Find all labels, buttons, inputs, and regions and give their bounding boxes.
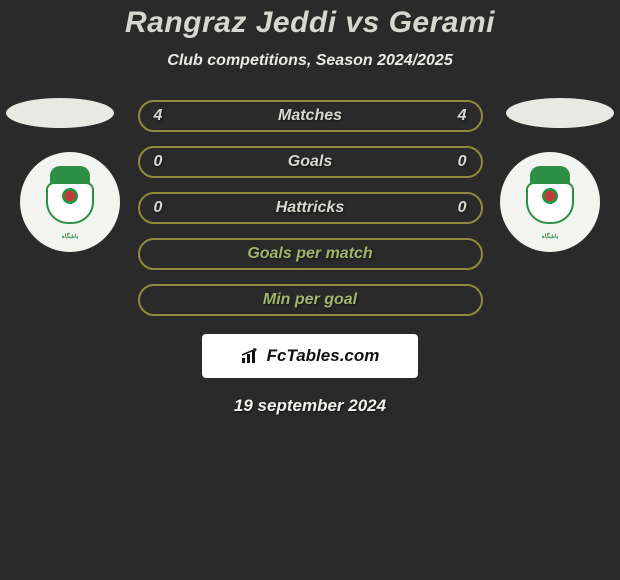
stat-row-matches: 4 Matches 4 xyxy=(138,100,483,132)
comparison-widget: Rangraz Jeddi vs Gerami Club competition… xyxy=(0,0,620,416)
stat-row-goals-per-match: Goals per match xyxy=(138,238,483,270)
stat-rows: 4 Matches 4 0 Goals 0 0 Hattricks 0 Goal… xyxy=(138,100,483,316)
player-photo-right xyxy=(506,98,614,128)
page-subtitle: Club competitions, Season 2024/2025 xyxy=(167,52,452,70)
club-badge-right: باشگاه xyxy=(500,152,600,252)
stats-area: باشگاه باشگاه 4 Matches 4 0 Goals 0 xyxy=(0,100,620,316)
bar-chart-icon xyxy=(241,348,261,364)
update-date: 19 september 2024 xyxy=(234,396,386,416)
stat-label: Hattricks xyxy=(172,199,449,217)
stat-left-value: 0 xyxy=(154,153,172,171)
page-title: Rangraz Jeddi vs Gerami xyxy=(125,6,495,40)
stat-label: Goals xyxy=(172,153,449,171)
stat-row-goals: 0 Goals 0 xyxy=(138,146,483,178)
brand-link[interactable]: FcTables.com xyxy=(202,334,418,378)
stat-right-value: 0 xyxy=(449,153,467,171)
stat-label: Matches xyxy=(172,107,449,125)
player-photo-left xyxy=(6,98,114,128)
stat-row-hattricks: 0 Hattricks 0 xyxy=(138,192,483,224)
stat-label: Goals per match xyxy=(172,245,449,263)
club-badge-left: باشگاه xyxy=(20,152,120,252)
stat-left-value: 0 xyxy=(154,199,172,217)
stat-right-value: 4 xyxy=(449,107,467,125)
stat-label: Min per goal xyxy=(172,291,449,309)
brand-name: FcTables.com xyxy=(267,346,380,366)
stat-left-value: 4 xyxy=(154,107,172,125)
stat-right-value: 0 xyxy=(449,199,467,217)
stat-row-min-per-goal: Min per goal xyxy=(138,284,483,316)
crest-icon: باشگاه xyxy=(512,164,588,240)
crest-icon: باشگاه xyxy=(32,164,108,240)
